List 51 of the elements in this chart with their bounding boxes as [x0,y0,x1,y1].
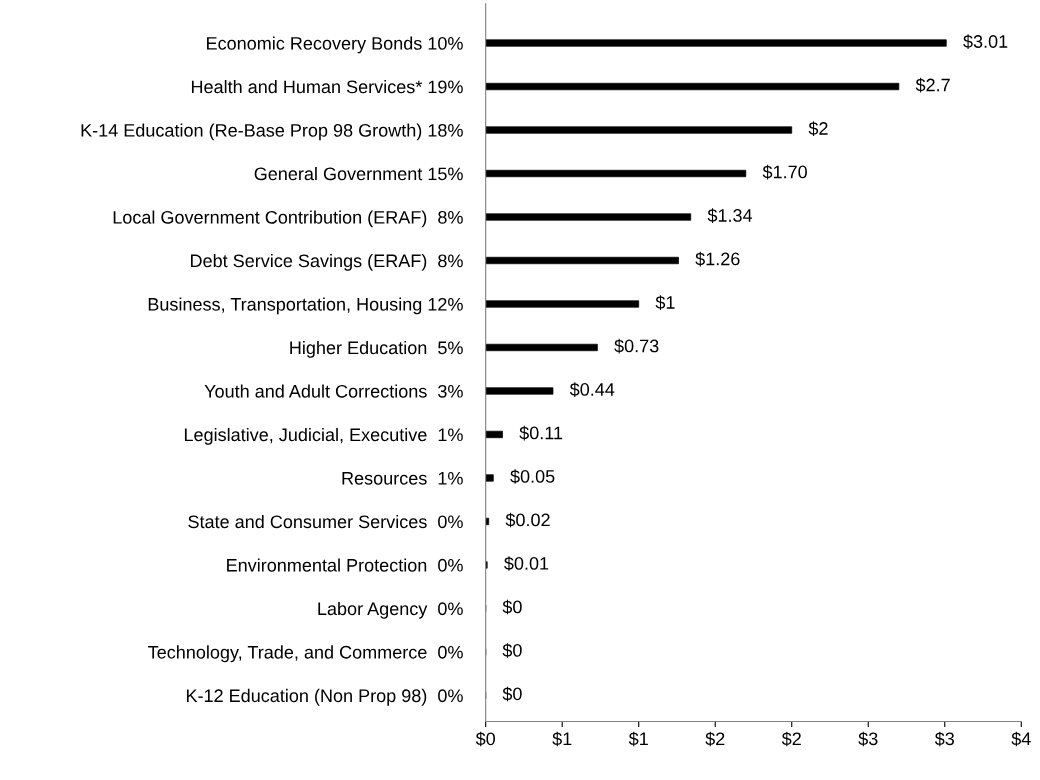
y-tick-label: Economic Recovery Bonds 10% [207,36,463,54]
data-label: $0 [502,599,522,615]
y-tick-label: Resources 1% [342,471,463,485]
y-tick-label: Environmental Protection 0% [227,558,463,572]
y-tick-label: General Government 15% [254,166,463,181]
data-label: $0.02 [505,512,550,528]
bar [485,430,503,439]
x-tick-label: $2 [781,731,801,747]
x-tick-label: $0 [475,731,496,747]
data-label: $3.01 [963,34,1008,49]
y-tick-label: K-12 Education (Non Prop 98) 0% [186,688,463,706]
bar [485,256,679,265]
bar [485,343,598,352]
bar [485,213,692,221]
data-label: $0.11 [519,425,563,441]
y-tick-label: Technology, Trade, and Commerce 0% [148,645,463,663]
data-label: $1.34 [707,208,753,223]
bar [485,387,554,395]
y-tick-label: Debt Service Savings (ERAF) 8% [191,253,463,271]
x-tick-label: $4 [1011,731,1031,747]
data-label: $1 [655,295,675,310]
data-label: $1.70 [762,164,807,180]
data-label: $2 [808,121,828,136]
data-label: $1.26 [695,251,740,267]
y-tick-label: K-14 Education (Re-Base Prop 98 Growth) 18% [81,123,463,141]
y-tick-label: Labor Agency 0% [318,601,463,619]
y-tick-label: Legislative, Judicial, Executive 1% [184,427,463,445]
x-tick-label: $3 [858,731,878,747]
data-label: $2.7 [915,77,950,93]
bar [485,300,640,308]
bar [485,126,793,134]
y-tick-label: Health and Human Services* 19% [191,79,463,94]
bar [485,169,747,178]
data-label: $0 [502,686,522,702]
x-tick-label: $1 [628,731,648,747]
bar [485,474,494,482]
data-label: $0.73 [614,338,659,354]
x-tick-label: $3 [934,731,955,747]
data-label: $0.44 [569,382,615,397]
y-tick-label: State and Consumer Services 0% [188,514,463,529]
y-tick-label: Business, Transportation, Housing 12% [148,297,463,315]
y-tick-label: Local Government Contribution (ERAF) 8% [113,210,463,228]
data-label: $0.05 [510,469,555,484]
bar [485,82,900,91]
x-tick-label: $2 [705,731,725,747]
x-tick-label: $1 [552,731,572,747]
data-label: $0.01 [504,556,549,571]
data-label: $0 [502,643,522,658]
bar [485,39,947,47]
y-tick-label: Youth and Adult Corrections 3% [204,384,463,398]
y-tick-label: Higher Education 5% [290,340,463,358]
